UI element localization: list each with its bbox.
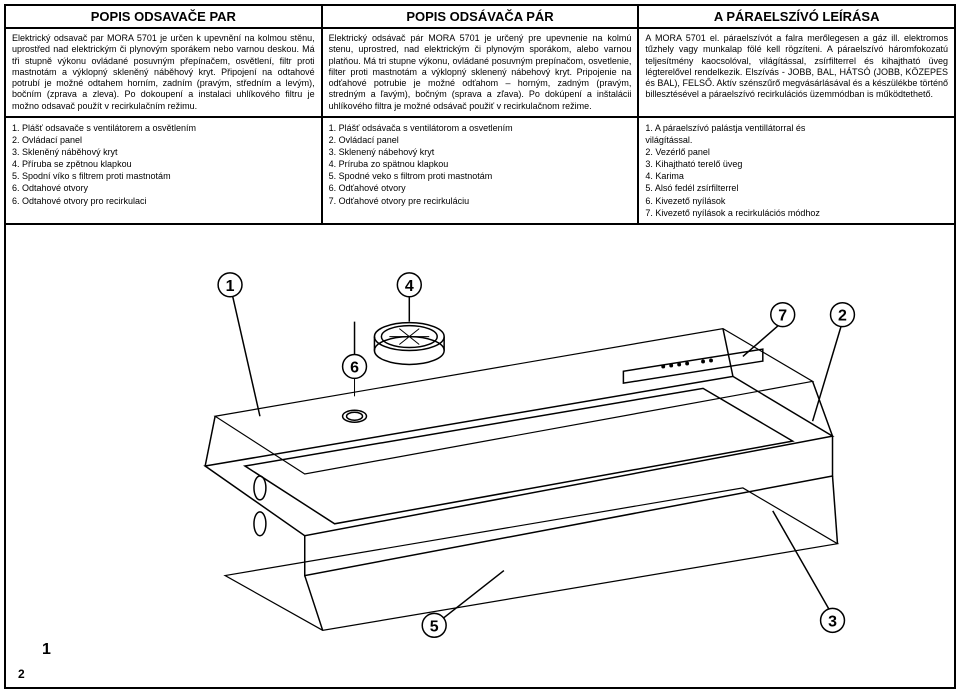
list-item: 3. Skleněný náběhový kryt	[12, 146, 315, 158]
body-hu: A MORA 5701 el. páraelszívót a falra mer…	[645, 33, 948, 101]
list-item: 5. Spodní víko s filtrem proti mastnotám	[12, 170, 315, 182]
list-cz: 1. Plášť odsavače s ventilátorem a osvět…	[6, 118, 323, 223]
callout-4: 4	[405, 278, 414, 295]
page: POPIS ODSAVAČE PAR Elektrický odsavač pa…	[4, 4, 956, 689]
callout-2: 2	[838, 308, 847, 325]
callout-7: 7	[778, 308, 787, 325]
list-item: 1. A páraelszívó palástja ventillátorral…	[645, 122, 948, 134]
figure-number: 1	[42, 641, 51, 659]
list-item: 6. Odťahové otvory	[329, 182, 632, 194]
list-hu: 1. A páraelszívó palástja ventillátorral…	[639, 118, 954, 223]
description-row: POPIS ODSAVAČE PAR Elektrický odsavač pa…	[6, 6, 954, 118]
title-sk: POPIS ODSÁVAČA PÁR	[323, 6, 638, 29]
list-item: 5. Alsó fedél zsírfilterrel	[645, 182, 948, 194]
list-cz-block: 1. Plášť odsavače s ventilátorem a osvět…	[12, 122, 315, 207]
list-item: 5. Spodné veko s filtrom proti mastnotám	[329, 170, 632, 182]
page-number: 2	[18, 667, 25, 681]
list-item: 7. Odťahové otvory pre recirkuláciu	[329, 195, 632, 207]
col-hu: A PÁRAELSZÍVÓ LEÍRÁSA A MORA 5701 el. pá…	[639, 6, 954, 116]
list-sk-block: 1. Plášť odsávača s ventilátorom a osvet…	[329, 122, 632, 207]
list-item: világítással.	[645, 134, 948, 146]
list-hu-block: 1. A páraelszívó palástja ventillátorral…	[645, 122, 948, 219]
parts-list-row: 1. Plášť odsavače s ventilátorem a osvět…	[6, 118, 954, 225]
list-item: 7. Kivezető nyílások a recirkulációs mód…	[645, 207, 948, 219]
callout-6: 6	[350, 359, 359, 376]
list-item: 4. Karima	[645, 170, 948, 182]
list-item: 6. Odtahové otvory	[12, 182, 315, 194]
body-sk: Elektrický odsávač pár MORA 5701 je urče…	[329, 33, 632, 112]
title-cz: POPIS ODSAVAČE PAR	[6, 6, 321, 29]
callout-5: 5	[430, 618, 439, 635]
list-item: 6. Odtahové otvory pro recirkulaci	[12, 195, 315, 207]
list-item: 2. Vezérlő panel	[645, 146, 948, 158]
col-cz: POPIS ODSAVAČE PAR Elektrický odsavač pa…	[6, 6, 323, 116]
body-cz: Elektrický odsavač par MORA 5701 je urče…	[12, 33, 315, 112]
list-item: 4. Príruba zo spätnou klapkou	[329, 158, 632, 170]
title-hu: A PÁRAELSZÍVÓ LEÍRÁSA	[639, 6, 954, 29]
col-sk: POPIS ODSÁVAČA PÁR Elektrický odsávač pá…	[323, 6, 640, 116]
list-item: 2. Ovládací panel	[329, 134, 632, 146]
list-item: 6. Kivezető nyílások	[645, 195, 948, 207]
list-item: 1. Plášť odsavače s ventilátorem a osvět…	[12, 122, 315, 134]
list-sk: 1. Plášť odsávača s ventilátorom a osvet…	[323, 118, 640, 223]
hood-diagram: 1 4 6 7 2 3 5	[6, 225, 954, 687]
diagram-area: 1 4 6 7 2 3 5 1 2	[6, 225, 954, 687]
callout-1: 1	[226, 278, 235, 295]
list-item: 4. Příruba se zpětnou klapkou	[12, 158, 315, 170]
list-item: 2. Ovládací panel	[12, 134, 315, 146]
list-item: 3. Kihajtható terelő üveg	[645, 158, 948, 170]
list-item: 3. Sklenený nábehový kryt	[329, 146, 632, 158]
callout-3: 3	[828, 613, 837, 630]
list-item: 1. Plášť odsávača s ventilátorom a osvet…	[329, 122, 632, 134]
